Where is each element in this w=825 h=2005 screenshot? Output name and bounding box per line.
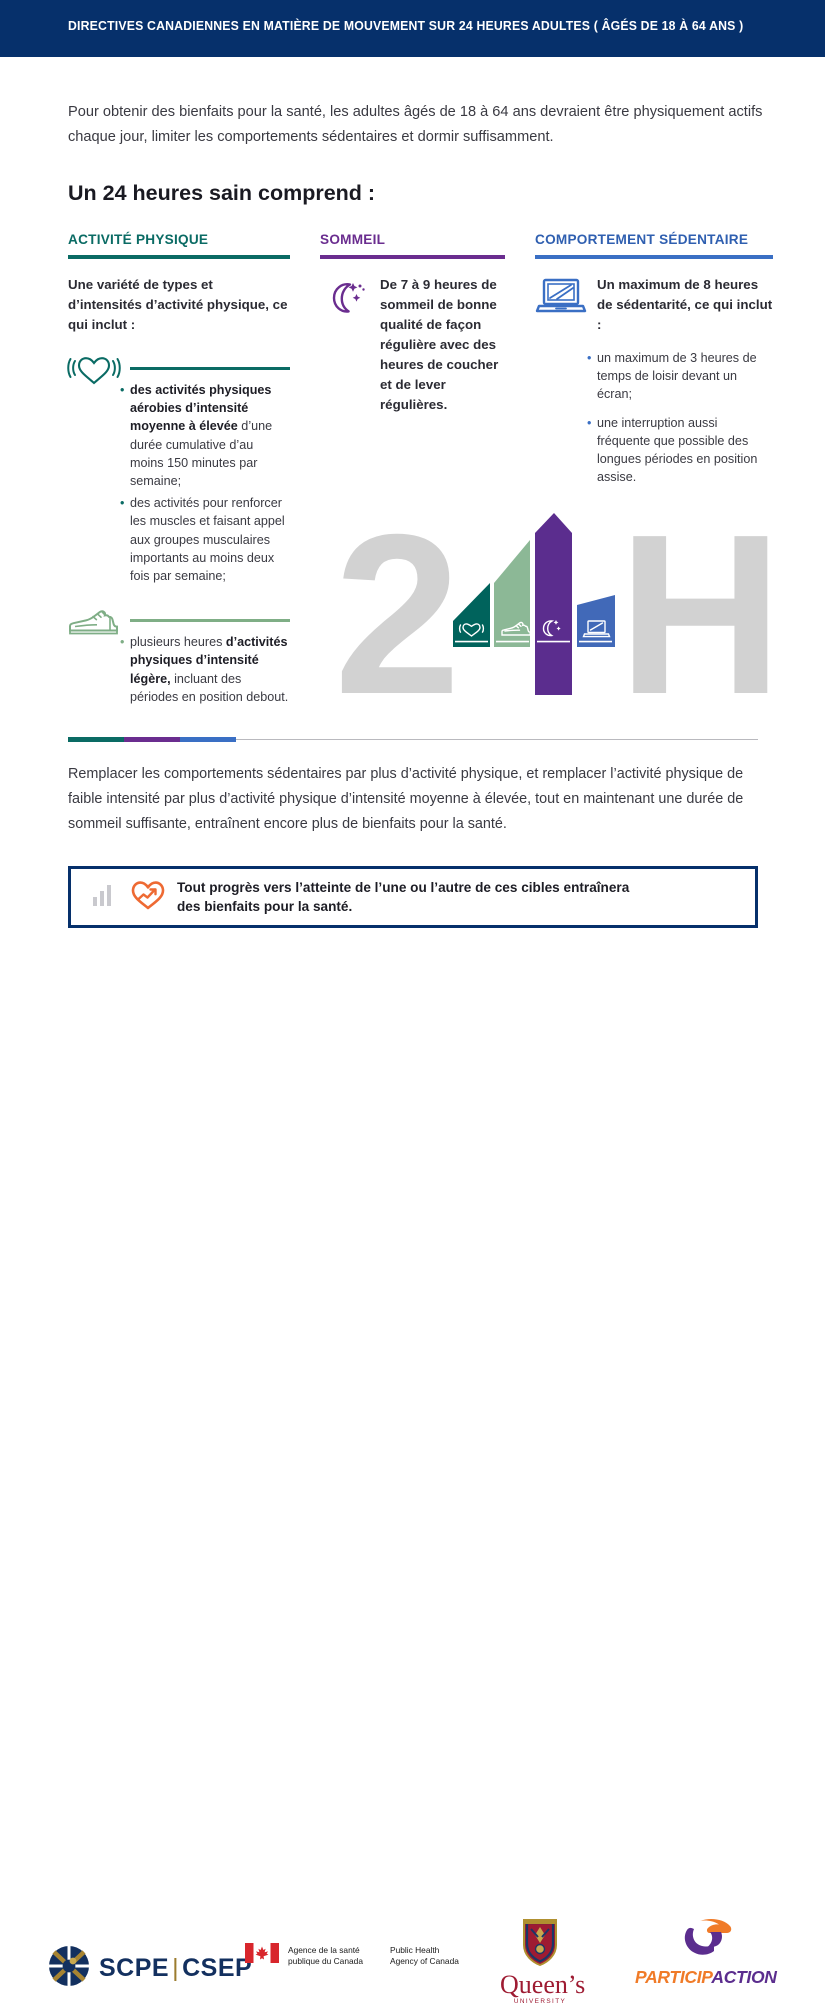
column-activite-physique: ACTIVITÉ PHYSIQUE Une variété de types e… (66, 232, 290, 710)
column-heading-sommeil: SOMMEIL (320, 232, 386, 247)
callout-text: Tout progrès vers l’atteinte de l’une ou… (177, 878, 629, 917)
list-item-pre: plusieurs heures (130, 635, 226, 650)
divider-segment-purple (124, 737, 180, 742)
footer-logos: SCPE | CSEP Agence de la santé publique du … (0, 955, 825, 2005)
scpe-emblem-icon (48, 1945, 90, 1992)
laptop-icon (535, 275, 587, 322)
column-rule-teal (68, 255, 290, 259)
twentyfour-hour-graphic: 2 H (330, 488, 783, 742)
activity-list-aerobic: des activités physiques aérobies d’inten… (68, 353, 290, 490)
column-heading-activite-physique: ACTIVITÉ PHYSIQUE (68, 232, 209, 247)
scpe-csep-wordmark: SCPE | CSEP (99, 1954, 253, 1982)
sedentaire-bullet-list: un maximum de 3 heures de temps de loisi… (535, 349, 773, 486)
list-item: des activités pour renforcer les muscles… (120, 494, 290, 585)
heart-pulse-icon (66, 353, 122, 392)
moon-stars-icon (542, 620, 561, 637)
callout-box: Tout progrès vers l’atteinte de l’une ou… (68, 866, 758, 928)
callout-line-2: des bienfaits pour la santé. (177, 899, 353, 914)
page-title: DIRECTIVES CANADIENNES EN MATIÈRE DE MOU… (68, 18, 744, 33)
intro-paragraph: Pour obtenir des bienfaits pour la santé… (68, 104, 763, 145)
list-item: une interruption aussi fréquente que pos… (587, 414, 773, 487)
color-divider (68, 737, 758, 742)
divider-segment-teal (68, 737, 124, 742)
heart-pulse-icon (458, 623, 485, 637)
activity-block-light: plusieurs heures d’activités physiques d… (68, 605, 290, 706)
column-rule-blue (535, 255, 773, 259)
list-item-rest: incluant des périodes en position debout… (130, 671, 289, 704)
list-item-rest: d’une durée cumulative d’au moins 150 mi… (130, 419, 273, 489)
list-item: un maximum de 3 heures de temps de loisi… (587, 349, 773, 404)
activity-list-light: plusieurs heures d’activités physiques d… (68, 605, 290, 706)
sedentaire-content: Un maximum de 8 heures de sédentarité, c… (535, 275, 773, 335)
canada-flag-icon (245, 1943, 279, 1968)
aerobic-activity-bar (453, 583, 490, 647)
bar-chart-icon (89, 880, 119, 915)
column-lead-activite-physique: Une variété de types et d’intensités d’a… (68, 277, 288, 332)
heart-arrow-icon (129, 878, 167, 917)
list-item-bold: d’activités physiques d’intensité légère… (130, 635, 288, 686)
digit-two: 2 (334, 495, 461, 725)
list-item: des activités physiques aérobies d’inten… (120, 381, 290, 490)
queens-subtitle: UNIVERSITY (513, 1998, 567, 2005)
activity-rule-teal (130, 367, 290, 370)
activity-block-aerobic: des activités physiques aérobies d’inten… (66, 353, 290, 490)
closing-paragraph: Remplacer les comportements sédentaires … (68, 766, 744, 832)
column-lead-comportement-sedentaire: Un maximum de 8 heures de sédentarité, c… (597, 277, 773, 332)
activity-list-strength: des activités pour renforcer les muscles… (68, 494, 290, 585)
callout-line-1: Tout progrès vers l’atteinte de l’une ou… (177, 879, 630, 895)
column-heading-comportement-sedentaire: COMPORTEMENT SÉDENTAIRE (535, 232, 749, 247)
divider-line (68, 739, 758, 740)
scpe-csep-logo[interactable]: SCPE | CSEP (48, 1945, 252, 1992)
public-health-agency-logo[interactable]: Agence de la santé publique du Canada Pub… (245, 1943, 459, 1968)
queens-crest-icon (514, 1919, 566, 1971)
phac-wordmark-fr: Agence de la santé publique du Canada (288, 1945, 363, 1966)
column-rule-purple (320, 255, 505, 259)
column-comportement-sedentaire: COMPORTEMENT SÉDENTAIRE Un maximum de 8 … (535, 232, 773, 496)
running-shoe-icon (66, 605, 122, 644)
divider-segment-blue (180, 737, 236, 742)
column-sommeil: SOMMEIL De 7 à 9 heures de sommeil de bo… (320, 232, 505, 415)
sleep-bar (535, 513, 572, 695)
sommeil-content: De 7 à 9 heures de sommeil de bonne qual… (320, 275, 505, 415)
participaction-wordmark: PARTICIPACTION (635, 1967, 777, 1987)
header-band: DIRECTIVES CANADIENNES EN MATIÈRE DE MOU… (0, 0, 825, 57)
queens-wordmark: Queen’s (500, 1970, 586, 1999)
phac-wordmark-en: Public Health Agency of Canada (389, 1945, 459, 1966)
queens-university-logo[interactable]: Queen’s UNIVERSITY (500, 1917, 586, 2005)
moon-stars-icon (320, 275, 370, 326)
activity-rule-sage (130, 619, 290, 623)
participaction-logo[interactable]: PARTICIPACTION (635, 1918, 777, 1988)
list-item-bold: des activités physiques aérobies d’inten… (130, 383, 272, 434)
laptop-icon (582, 620, 611, 638)
letter-h: H (618, 495, 770, 725)
participaction-swoosh-icon (674, 1918, 736, 1966)
section-title: Un 24 heures sain comprend : (68, 181, 376, 205)
column-lead-sommeil: De 7 à 9 heures de sommeil de bonne qual… (380, 277, 499, 412)
list-item: plusieurs heures d’activités physiques d… (120, 633, 290, 706)
light-activity-bar (494, 540, 530, 647)
running-shoe-icon (501, 621, 531, 636)
